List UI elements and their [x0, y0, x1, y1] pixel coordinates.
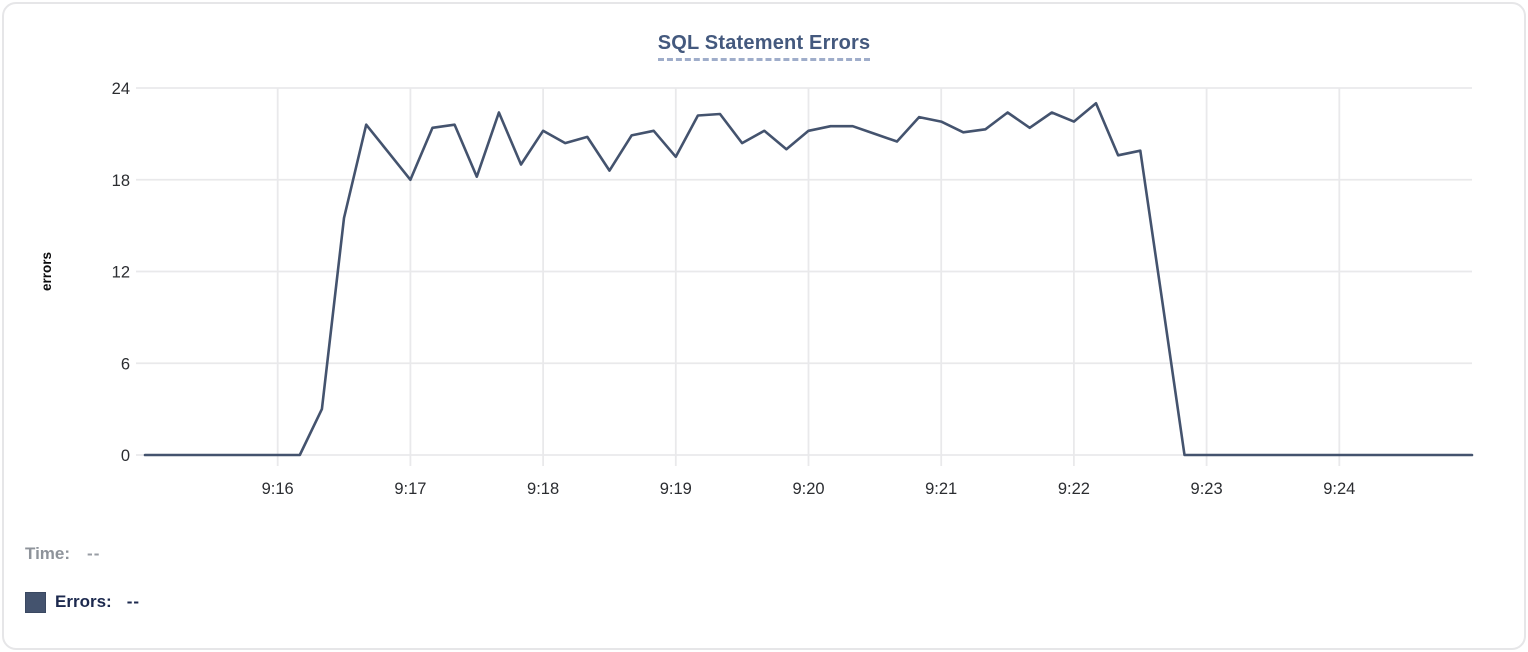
x-tick-label: 9:19 — [660, 480, 692, 498]
errors-series-swatch — [25, 591, 46, 613]
y-tick-label: 6 — [121, 355, 130, 373]
x-tick-label: 9:22 — [1058, 480, 1090, 498]
chart-title-wrap: SQL Statement Errors — [4, 32, 1524, 61]
chart-title-link[interactable]: SQL Statement Errors — [657, 32, 871, 61]
chart-legend: Time: -- Errors: -- — [25, 542, 140, 614]
x-tick-label: 9:20 — [792, 480, 824, 498]
x-tick-label: 9:17 — [394, 480, 426, 498]
y-axis-label: errors — [39, 252, 54, 291]
y-tick-label: 12 — [112, 264, 130, 282]
chart-plot-area[interactable] — [145, 88, 1472, 455]
y-tick-label: 18 — [112, 172, 130, 190]
x-tick-label: 9:24 — [1323, 480, 1355, 498]
time-label: Time: — [25, 544, 71, 563]
sql-statement-errors-chart: 0 6 12 18 24 9:16 9:17 9:18 9:19 9:20 9:21 9:22 9:23… — [39, 80, 1474, 498]
time-value: -- — [87, 544, 101, 563]
y-tick-label: 0 — [121, 447, 130, 465]
hover-time-readout: Time: -- — [25, 542, 140, 566]
y-tick-label: 24 — [112, 80, 130, 98]
x-tick-label: 9:18 — [527, 480, 559, 498]
x-tick-label: 9:23 — [1191, 480, 1223, 498]
x-tick-label: 9:16 — [262, 480, 294, 498]
errors-series-line — [143, 102, 1474, 457]
x-tick-label: 9:21 — [925, 480, 957, 498]
errors-value: -- — [126, 592, 141, 611]
errors-label: Errors: — [55, 592, 112, 611]
legend-item-errors[interactable]: Errors: -- — [25, 590, 140, 614]
